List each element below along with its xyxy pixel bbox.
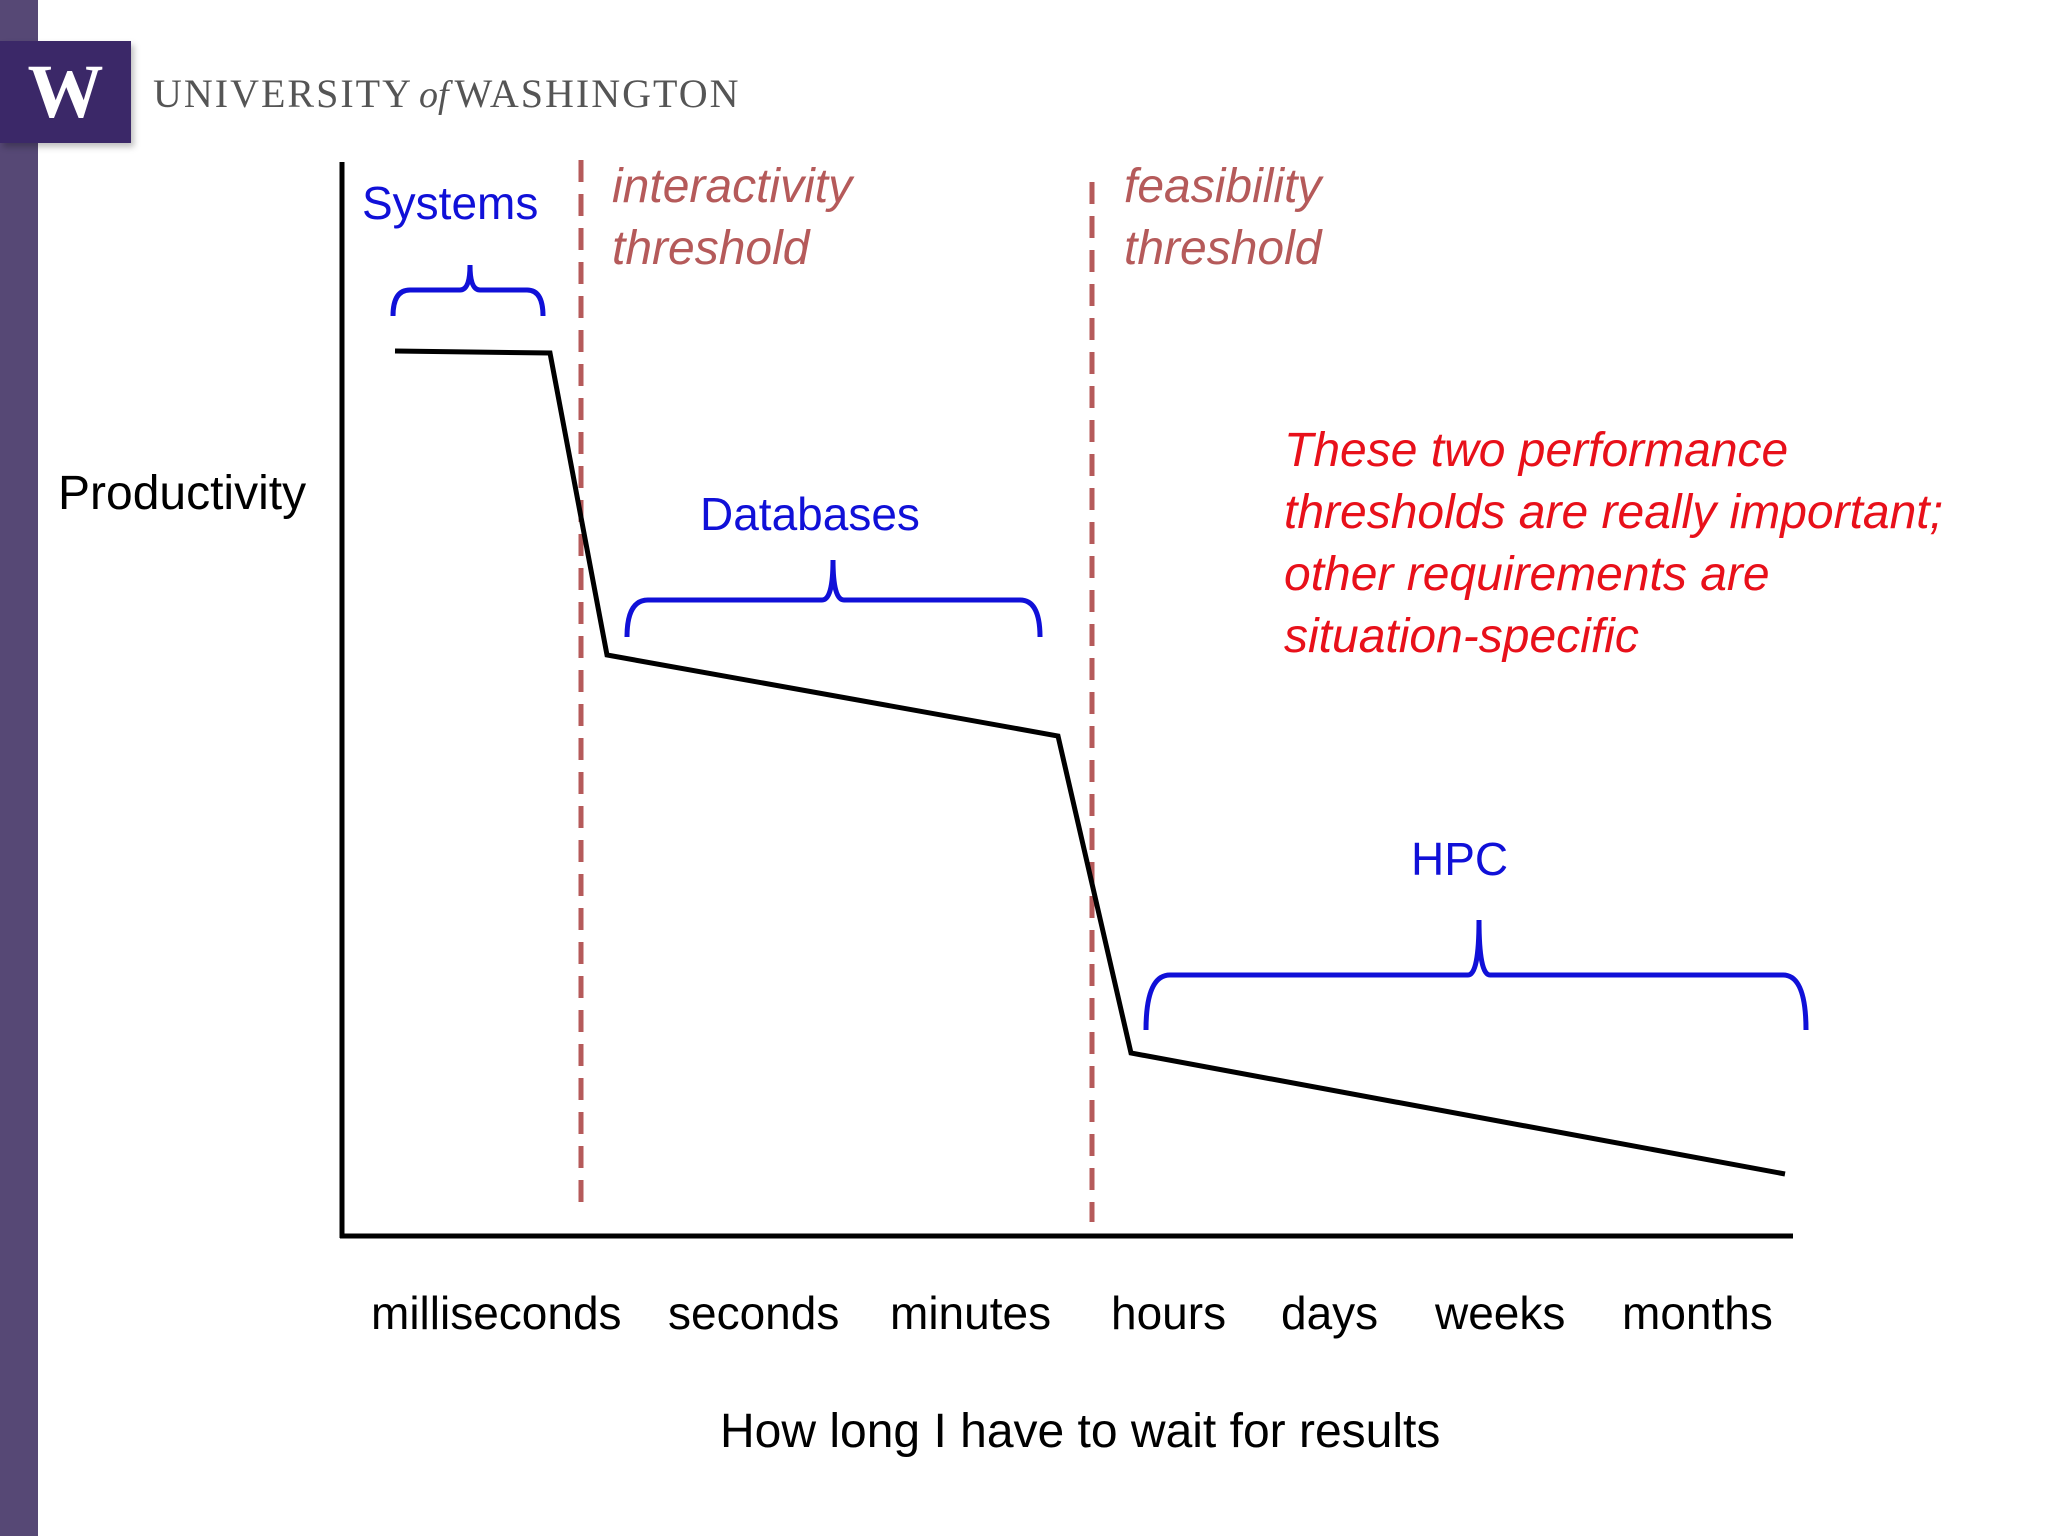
annotation-line: other requirements are — [1284, 548, 1770, 601]
logo-letter: W — [27, 50, 104, 134]
uw-logo: W — [0, 41, 131, 143]
university-prefix: UNIVERSITY — [153, 71, 413, 116]
interactivity-threshold-label: interactivity threshold — [612, 156, 852, 280]
threshold-label-line1: interactivity — [612, 160, 853, 213]
threshold-label-line1: feasibility — [1124, 160, 1322, 213]
university-name: UNIVERSITY of WASHINGTON — [153, 70, 740, 117]
databases-bracket — [624, 559, 1043, 638]
annotation-line: These two performance — [1284, 424, 1789, 477]
x-tick-label: months — [1622, 1287, 1773, 1339]
x-tick-label: days — [1281, 1287, 1379, 1339]
productivity-line — [394, 348, 1786, 1177]
range-label-systems: Systems — [362, 177, 539, 229]
x-tick-label: minutes — [890, 1287, 1052, 1339]
annotation-note: These two performance thresholds are rea… — [1284, 420, 1943, 668]
threshold-label-line2: threshold — [1124, 222, 1322, 275]
annotation-line: thresholds are really important; — [1284, 486, 1943, 539]
x-tick-label: milliseconds — [371, 1287, 622, 1339]
university-suffix: WASHINGTON — [454, 71, 741, 116]
range-label-databases: Databases — [700, 488, 920, 540]
sidebar-stripe — [0, 0, 38, 1536]
y-axis-label: Productivity — [58, 467, 307, 520]
hpc-bracket — [1143, 919, 1809, 1031]
annotation-line: situation-specific — [1284, 610, 1639, 663]
systems-bracket — [390, 264, 546, 317]
x-tick-label: hours — [1111, 1287, 1227, 1339]
feasibility-threshold-label: feasibility threshold — [1124, 156, 1321, 280]
x-tick-label: seconds — [668, 1287, 840, 1339]
university-of: of — [418, 74, 449, 116]
x-axis-label: How long I have to wait for results — [720, 1405, 1441, 1458]
threshold-label-line2: threshold — [612, 222, 810, 275]
range-label-hpc: HPC — [1411, 833, 1509, 885]
x-tick-label: weeks — [1435, 1287, 1566, 1339]
